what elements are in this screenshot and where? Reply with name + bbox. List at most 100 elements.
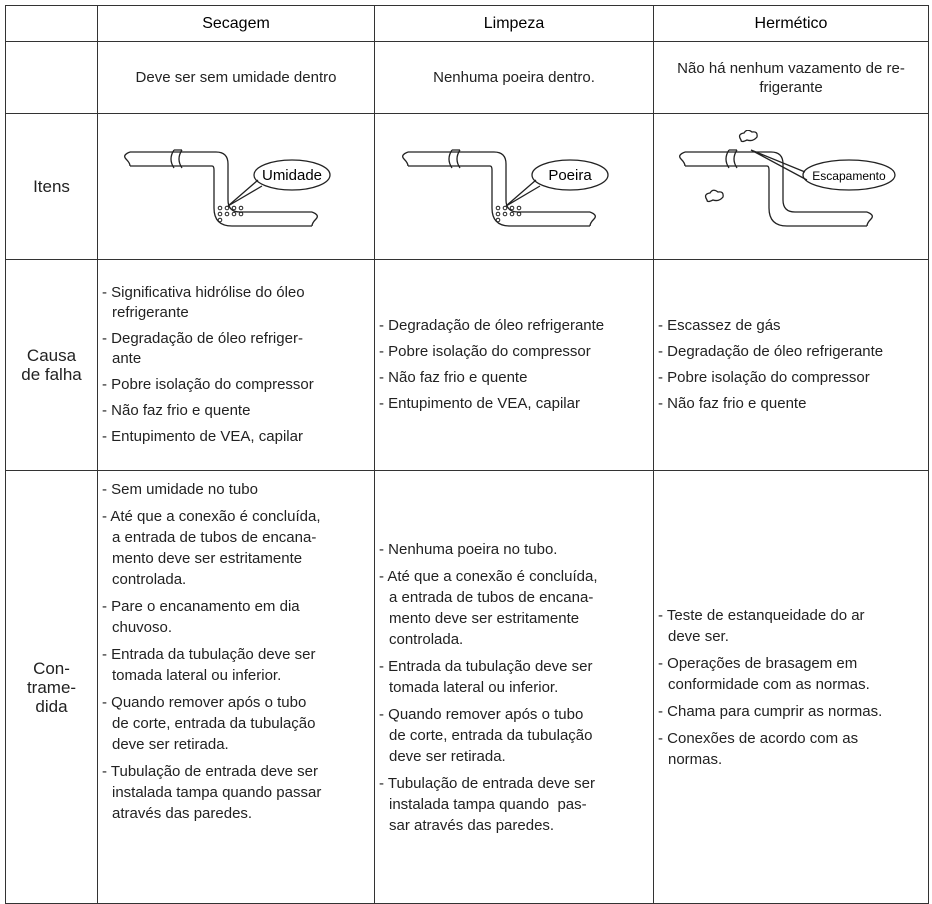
- pipe-joint: [448, 148, 461, 168]
- row-label: Con-trame-dida: [5, 470, 98, 904]
- bullet-line: - Entrada da tubulação deve ser: [379, 657, 593, 675]
- bullet: - Tubulação de entrada deve ser instalada…: [379, 773, 649, 836]
- particle: [495, 211, 501, 216]
- pipe-end: [124, 150, 318, 226]
- bullet-line: tomada lateral ou inferior.: [112, 667, 282, 684]
- bullet-line: de corte, entrada da tubulação: [112, 715, 316, 732]
- particle: [516, 211, 522, 216]
- bullet-line: - Significativa hidrólise do óleo: [102, 284, 305, 301]
- bullet: - Não faz frio e quente: [379, 368, 649, 388]
- list-cell: - Sem umidade no tubo - Até que a conexão…: [97, 470, 375, 904]
- label-bubble: [802, 158, 896, 191]
- bullet: - Entupimento de VEA, capilar: [102, 427, 370, 447]
- bullet-line: - Degradação de óleo refrigerante: [658, 343, 884, 360]
- bullet-line: - Quando remover após o tubo: [379, 705, 584, 723]
- bullet: - Degradação de óleo refrigerante: [379, 316, 649, 336]
- bullet-line: - Pobre isolação do compressor: [102, 376, 314, 393]
- bullet-line: - Pobre isolação do compressor: [379, 343, 591, 360]
- bullet-line: controlada.: [389, 630, 464, 648]
- particle: [238, 205, 244, 210]
- bullet-line: - Entupimento de VEA, capilar: [379, 395, 580, 412]
- bullet: - Conexões de acordo com as normas.: [658, 728, 924, 770]
- bullet: - Escassez de gás: [658, 316, 924, 336]
- header-cell: Hermético: [653, 5, 929, 42]
- pipe-joint: [170, 148, 183, 168]
- list-cell: - Significativa hidrólise do óleo refrige…: [97, 259, 375, 471]
- bullet-line: - Até que a conexão é concluída,: [102, 508, 321, 525]
- particle: [495, 205, 501, 210]
- empty-cell: [5, 41, 98, 114]
- bullet-line: - Nenhuma poeira no tubo.: [379, 540, 558, 558]
- bullet-line: - Chama para cumprir as normas.: [658, 702, 883, 720]
- bullet-line: instalada tampa quando pas-: [389, 795, 587, 813]
- bullet-line: - Conexões de acordo com as: [658, 729, 859, 747]
- bullet-line: através das paredes.: [112, 805, 253, 822]
- bullet-line: deve ser retirada.: [389, 747, 506, 765]
- particle: [238, 211, 244, 216]
- bullet-line: - Pare o encanamento em dia: [102, 598, 300, 615]
- bullet: - Não faz frio e quente: [102, 401, 370, 421]
- bullet: - Degradação de óleo refriger-ante: [102, 329, 370, 369]
- diagram-label: Poeira: [548, 167, 592, 184]
- leak-cloud: [704, 129, 758, 202]
- bubble-pointer: [750, 148, 808, 181]
- corner-cell: [5, 5, 98, 42]
- bullet: - Nenhuma poeira no tubo.: [379, 539, 649, 560]
- bullet: - Pobre isolação do compressor: [102, 375, 370, 395]
- particle: [217, 211, 223, 216]
- text-line: frigerante: [759, 78, 823, 96]
- diagram-cell: Poeira: [374, 113, 654, 260]
- bullet: - Teste de estanqueidade do ar deve ser.: [658, 605, 924, 647]
- bullet-line: - Tubulação de entrada deve ser: [102, 763, 318, 780]
- bullet-line: - Tubulação de entrada deve ser: [379, 774, 595, 792]
- particle: [224, 205, 230, 210]
- bullet: - Operações de brasagem em conformidade c…: [658, 653, 924, 695]
- countermeasure-row: Con-trame-dida - Sem umidade no tubo - At…: [5, 470, 929, 904]
- items-row: Itens Umidade Poeira Escapamento: [5, 113, 929, 260]
- bullet: - Até que a conexão é concluída, a entrad…: [102, 506, 370, 590]
- text-line: Não há nenhum vazamento de re-: [677, 59, 905, 77]
- particle: [502, 205, 508, 210]
- particle: [509, 211, 515, 216]
- bullet-line: refrigerante: [112, 304, 189, 321]
- particle: [509, 205, 515, 210]
- text-line: de falha: [21, 365, 82, 384]
- row-label: Itens: [5, 113, 98, 260]
- failure-row: Causa de falha - Significativa hidrólise …: [5, 259, 929, 471]
- bullet-line: - Até que a conexão é concluída,: [379, 567, 598, 585]
- list-cell: - Escassez de gás - Degradação de óleo re…: [653, 259, 929, 471]
- bullet-line: sar através das paredes.: [389, 816, 555, 834]
- particle: [217, 217, 223, 222]
- bubble-pointer: [505, 179, 541, 207]
- diagram-cell: Umidade: [97, 113, 375, 260]
- bubble-pointer: [227, 179, 263, 207]
- bullet: - Tubulação de entrada deve ser instalada…: [102, 761, 370, 824]
- bullet-line: tomada lateral ou inferior.: [389, 678, 559, 696]
- requirement-cell: Deve ser sem umidade dentro: [97, 41, 375, 114]
- bullet-line: - Degradação de óleo refrigerante: [379, 317, 605, 334]
- bullet: - Significativa hidrólise do óleo refrige…: [102, 283, 370, 323]
- pipe-outline: [130, 150, 312, 227]
- header-cell: Limpeza: [374, 5, 654, 42]
- particle: [516, 205, 522, 210]
- bullet-line: a entrada de tubos de encana-: [112, 529, 317, 546]
- bullet-line: - Entrada da tubulação deve ser: [102, 646, 316, 663]
- particle: [224, 211, 230, 216]
- pipe-diagram: Umidade: [124, 148, 331, 227]
- pipe-joint: [725, 148, 738, 168]
- bullet: - Não faz frio e quente: [658, 394, 924, 414]
- bullet-line: conformidade com as normas.: [668, 675, 870, 693]
- bullet: - Entrada da tubulação deve ser tomada la…: [379, 656, 649, 698]
- pipe-end: [402, 150, 596, 226]
- text-line: Deve ser sem umidade dentro: [135, 69, 337, 86]
- bullet: - Chama para cumprir as normas.: [658, 701, 924, 722]
- label-bubble: [253, 158, 331, 191]
- bullet: - Pobre isolação do compressor: [379, 342, 649, 362]
- bullet-line: - Não faz frio e quente: [658, 395, 807, 412]
- bullet: - Até que a conexão é concluída, a entrad…: [379, 566, 649, 650]
- bullet-line: mento deve ser estritamente: [112, 550, 303, 567]
- list-cell: - Degradação de óleo refrigerante - Pobre…: [374, 259, 654, 471]
- list-cell: - Nenhuma poeira no tubo. - Até que a con…: [374, 470, 654, 904]
- bullet: - Sem umidade no tubo: [102, 479, 370, 500]
- bullet-line: instalada tampa quando passar: [112, 784, 322, 801]
